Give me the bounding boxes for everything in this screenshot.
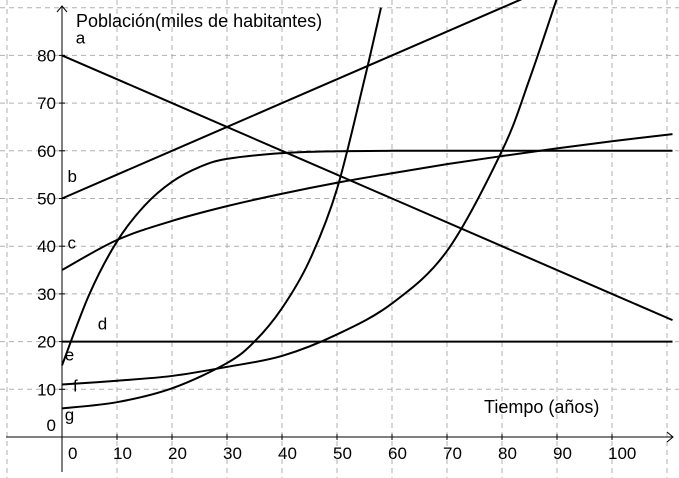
curve-label-f: f — [73, 377, 78, 396]
curve-label-g: g — [65, 405, 74, 424]
x-tick-label: 80 — [498, 444, 517, 463]
curve-label-d: d — [98, 315, 107, 334]
x-axis-arrow — [666, 431, 674, 443]
series-g-curve — [61, 7, 382, 410]
tick-labels: 0 10 20 30 40 50 60 70 80 90 100 0 10 20 30 40 50 60 70 80 — [37, 46, 636, 463]
series-c-curve — [61, 133, 673, 271]
x-tick-label: 10 — [113, 444, 132, 463]
curve-label-e: e — [65, 346, 74, 365]
x-tick-label: 20 — [168, 444, 187, 463]
y-tick-label: 80 — [37, 46, 56, 65]
series-e-curve — [61, 149, 673, 366]
curve-labels: a b c d efg — [65, 28, 107, 424]
y-tick-label: 10 — [37, 380, 56, 399]
y-tick-label: 0 — [47, 416, 56, 435]
x-tick-label: 70 — [443, 444, 462, 463]
y-axis-arrow — [56, 5, 68, 13]
series-b-curve — [61, 0, 523, 200]
curve-label-c: c — [68, 234, 77, 253]
series-a-curve — [61, 54, 673, 322]
y-tick-label: 60 — [37, 142, 56, 161]
x-tick-label: 90 — [553, 444, 572, 463]
curve-label-b: b — [68, 167, 77, 186]
y-tick-label: 30 — [37, 285, 56, 304]
x-axis-label: Tiempo (años) — [484, 397, 599, 417]
x-tick-label: 100 — [608, 444, 636, 463]
x-tick-label: 0 — [68, 444, 77, 463]
curve-label-a: a — [76, 28, 86, 47]
x-tick-label: 30 — [223, 444, 242, 463]
series-f-curve — [61, 0, 558, 386]
x-tick-label: 60 — [388, 444, 407, 463]
y-tick-label: 50 — [37, 190, 56, 209]
y-tick-label: 20 — [37, 333, 56, 352]
x-tick-label: 40 — [278, 444, 297, 463]
y-axis-label: Población(miles de habitantes) — [76, 11, 322, 31]
y-tick-label: 40 — [37, 237, 56, 256]
x-tick-label: 50 — [333, 444, 352, 463]
y-tick-label: 70 — [37, 94, 56, 113]
series-curves — [61, 0, 673, 410]
